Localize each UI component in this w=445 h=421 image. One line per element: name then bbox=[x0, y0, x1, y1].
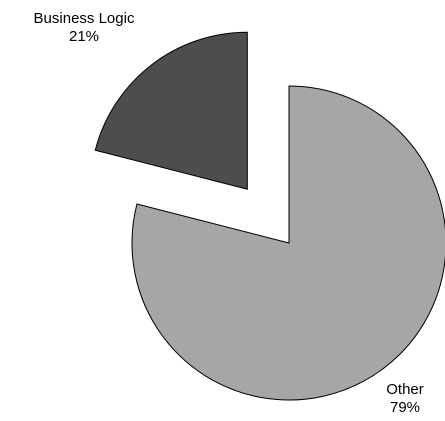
slice-name-other: Other bbox=[386, 381, 424, 398]
pie-slice-other bbox=[131, 85, 445, 401]
slice-name-business-logic: Business Logic bbox=[33, 10, 135, 27]
slice-percent-other: 79% bbox=[389, 399, 421, 416]
slice-label-other: Other 79% bbox=[370, 381, 440, 417]
slice-percent-business-logic: 21% bbox=[68, 28, 100, 45]
slice-label-business-logic: Business Logic 21% bbox=[14, 10, 154, 46]
pie-slice-business-logic bbox=[94, 31, 248, 190]
